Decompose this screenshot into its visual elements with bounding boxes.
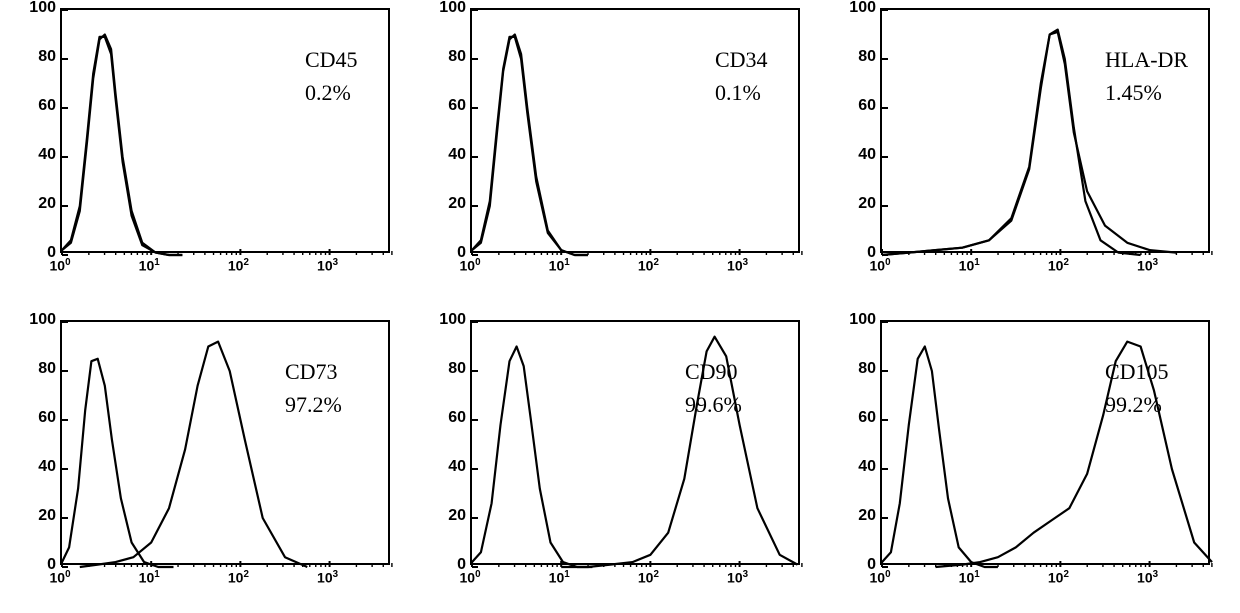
xtick-label: 103 (317, 569, 338, 586)
histogram-curve-0 (472, 35, 588, 256)
histogram-curve-0 (62, 359, 174, 567)
ytick-label: 100 (29, 311, 60, 329)
xtick-label: 103 (1137, 257, 1158, 274)
marker-label: CD73 (285, 355, 342, 388)
histogram-curve-0 (472, 347, 592, 568)
ytick-label: 100 (29, 0, 60, 17)
ytick-label: 60 (858, 97, 880, 115)
histogram-curve-1 (472, 37, 588, 255)
marker-label: HLA-DR (1105, 43, 1188, 76)
panel-annotation: CD7397.2% (285, 355, 342, 421)
plot-area (470, 320, 800, 565)
xtick-label: 101 (139, 569, 160, 586)
panel-annotation: CD340.1% (715, 43, 768, 109)
marker-label: CD105 (1105, 355, 1169, 388)
ytick-label: 60 (858, 409, 880, 427)
ytick-label: 40 (858, 458, 880, 476)
plot-svg (472, 322, 802, 567)
ytick-label: 100 (439, 311, 470, 329)
ytick-label: 40 (448, 146, 470, 164)
ytick-label: 40 (858, 146, 880, 164)
xtick-label: 100 (459, 569, 480, 586)
xtick-label: 103 (727, 569, 748, 586)
flow-cytometry-figure: 020406080100100101102103CD450.2%02040608… (0, 0, 1240, 613)
ytick-label: 20 (448, 507, 470, 525)
percent-label: 97.2% (285, 388, 342, 421)
ytick-label: 20 (38, 507, 60, 525)
ytick-label: 20 (38, 195, 60, 213)
ytick-label: 20 (858, 507, 880, 525)
xtick-label: 102 (228, 257, 249, 274)
ytick-label: 60 (38, 409, 60, 427)
xtick-label: 100 (459, 257, 480, 274)
marker-label: CD45 (305, 43, 358, 76)
xtick-label: 100 (869, 257, 890, 274)
ytick-label: 60 (38, 97, 60, 115)
panel-annotation: CD10599.2% (1105, 355, 1169, 421)
xtick-label: 100 (869, 569, 890, 586)
marker-label: CD90 (685, 355, 742, 388)
percent-label: 99.6% (685, 388, 742, 421)
ytick-label: 20 (858, 195, 880, 213)
ytick-label: 40 (448, 458, 470, 476)
xtick-label: 100 (49, 569, 70, 586)
ytick-label: 100 (849, 0, 880, 17)
xtick-label: 103 (317, 257, 338, 274)
histogram-curve-0 (882, 347, 998, 568)
panel-annotation: CD9099.6% (685, 355, 742, 421)
ytick-label: 40 (38, 458, 60, 476)
xtick-label: 103 (1137, 569, 1158, 586)
xtick-label: 102 (228, 569, 249, 586)
ytick-label: 80 (448, 360, 470, 378)
histogram-curve-1 (561, 337, 797, 567)
percent-label: 99.2% (1105, 388, 1169, 421)
xtick-label: 101 (549, 569, 570, 586)
ytick-label: 80 (448, 48, 470, 66)
ytick-label: 100 (849, 311, 880, 329)
ytick-label: 80 (858, 48, 880, 66)
ytick-label: 80 (38, 360, 60, 378)
ytick-label: 60 (448, 409, 470, 427)
histogram-curve-1 (936, 342, 1213, 567)
percent-label: 1.45% (1105, 76, 1188, 109)
xtick-label: 103 (727, 257, 748, 274)
xtick-label: 101 (959, 569, 980, 586)
ytick-label: 80 (38, 48, 60, 66)
xtick-label: 101 (139, 257, 160, 274)
percent-label: 0.1% (715, 76, 768, 109)
ytick-label: 80 (858, 360, 880, 378)
xtick-label: 101 (549, 257, 570, 274)
plot-svg (62, 322, 392, 567)
panel-annotation: CD450.2% (305, 43, 358, 109)
xtick-label: 102 (1048, 257, 1069, 274)
ytick-label: 20 (448, 195, 470, 213)
ytick-label: 100 (439, 0, 470, 17)
ytick-label: 40 (38, 146, 60, 164)
percent-label: 0.2% (305, 76, 358, 109)
ytick-label: 60 (448, 97, 470, 115)
histogram-curve-0 (62, 35, 182, 256)
xtick-label: 102 (638, 569, 659, 586)
xtick-label: 101 (959, 257, 980, 274)
xtick-label: 100 (49, 257, 70, 274)
xtick-label: 102 (638, 257, 659, 274)
marker-label: CD34 (715, 43, 768, 76)
panel-annotation: HLA-DR1.45% (1105, 43, 1188, 109)
xtick-label: 102 (1048, 569, 1069, 586)
